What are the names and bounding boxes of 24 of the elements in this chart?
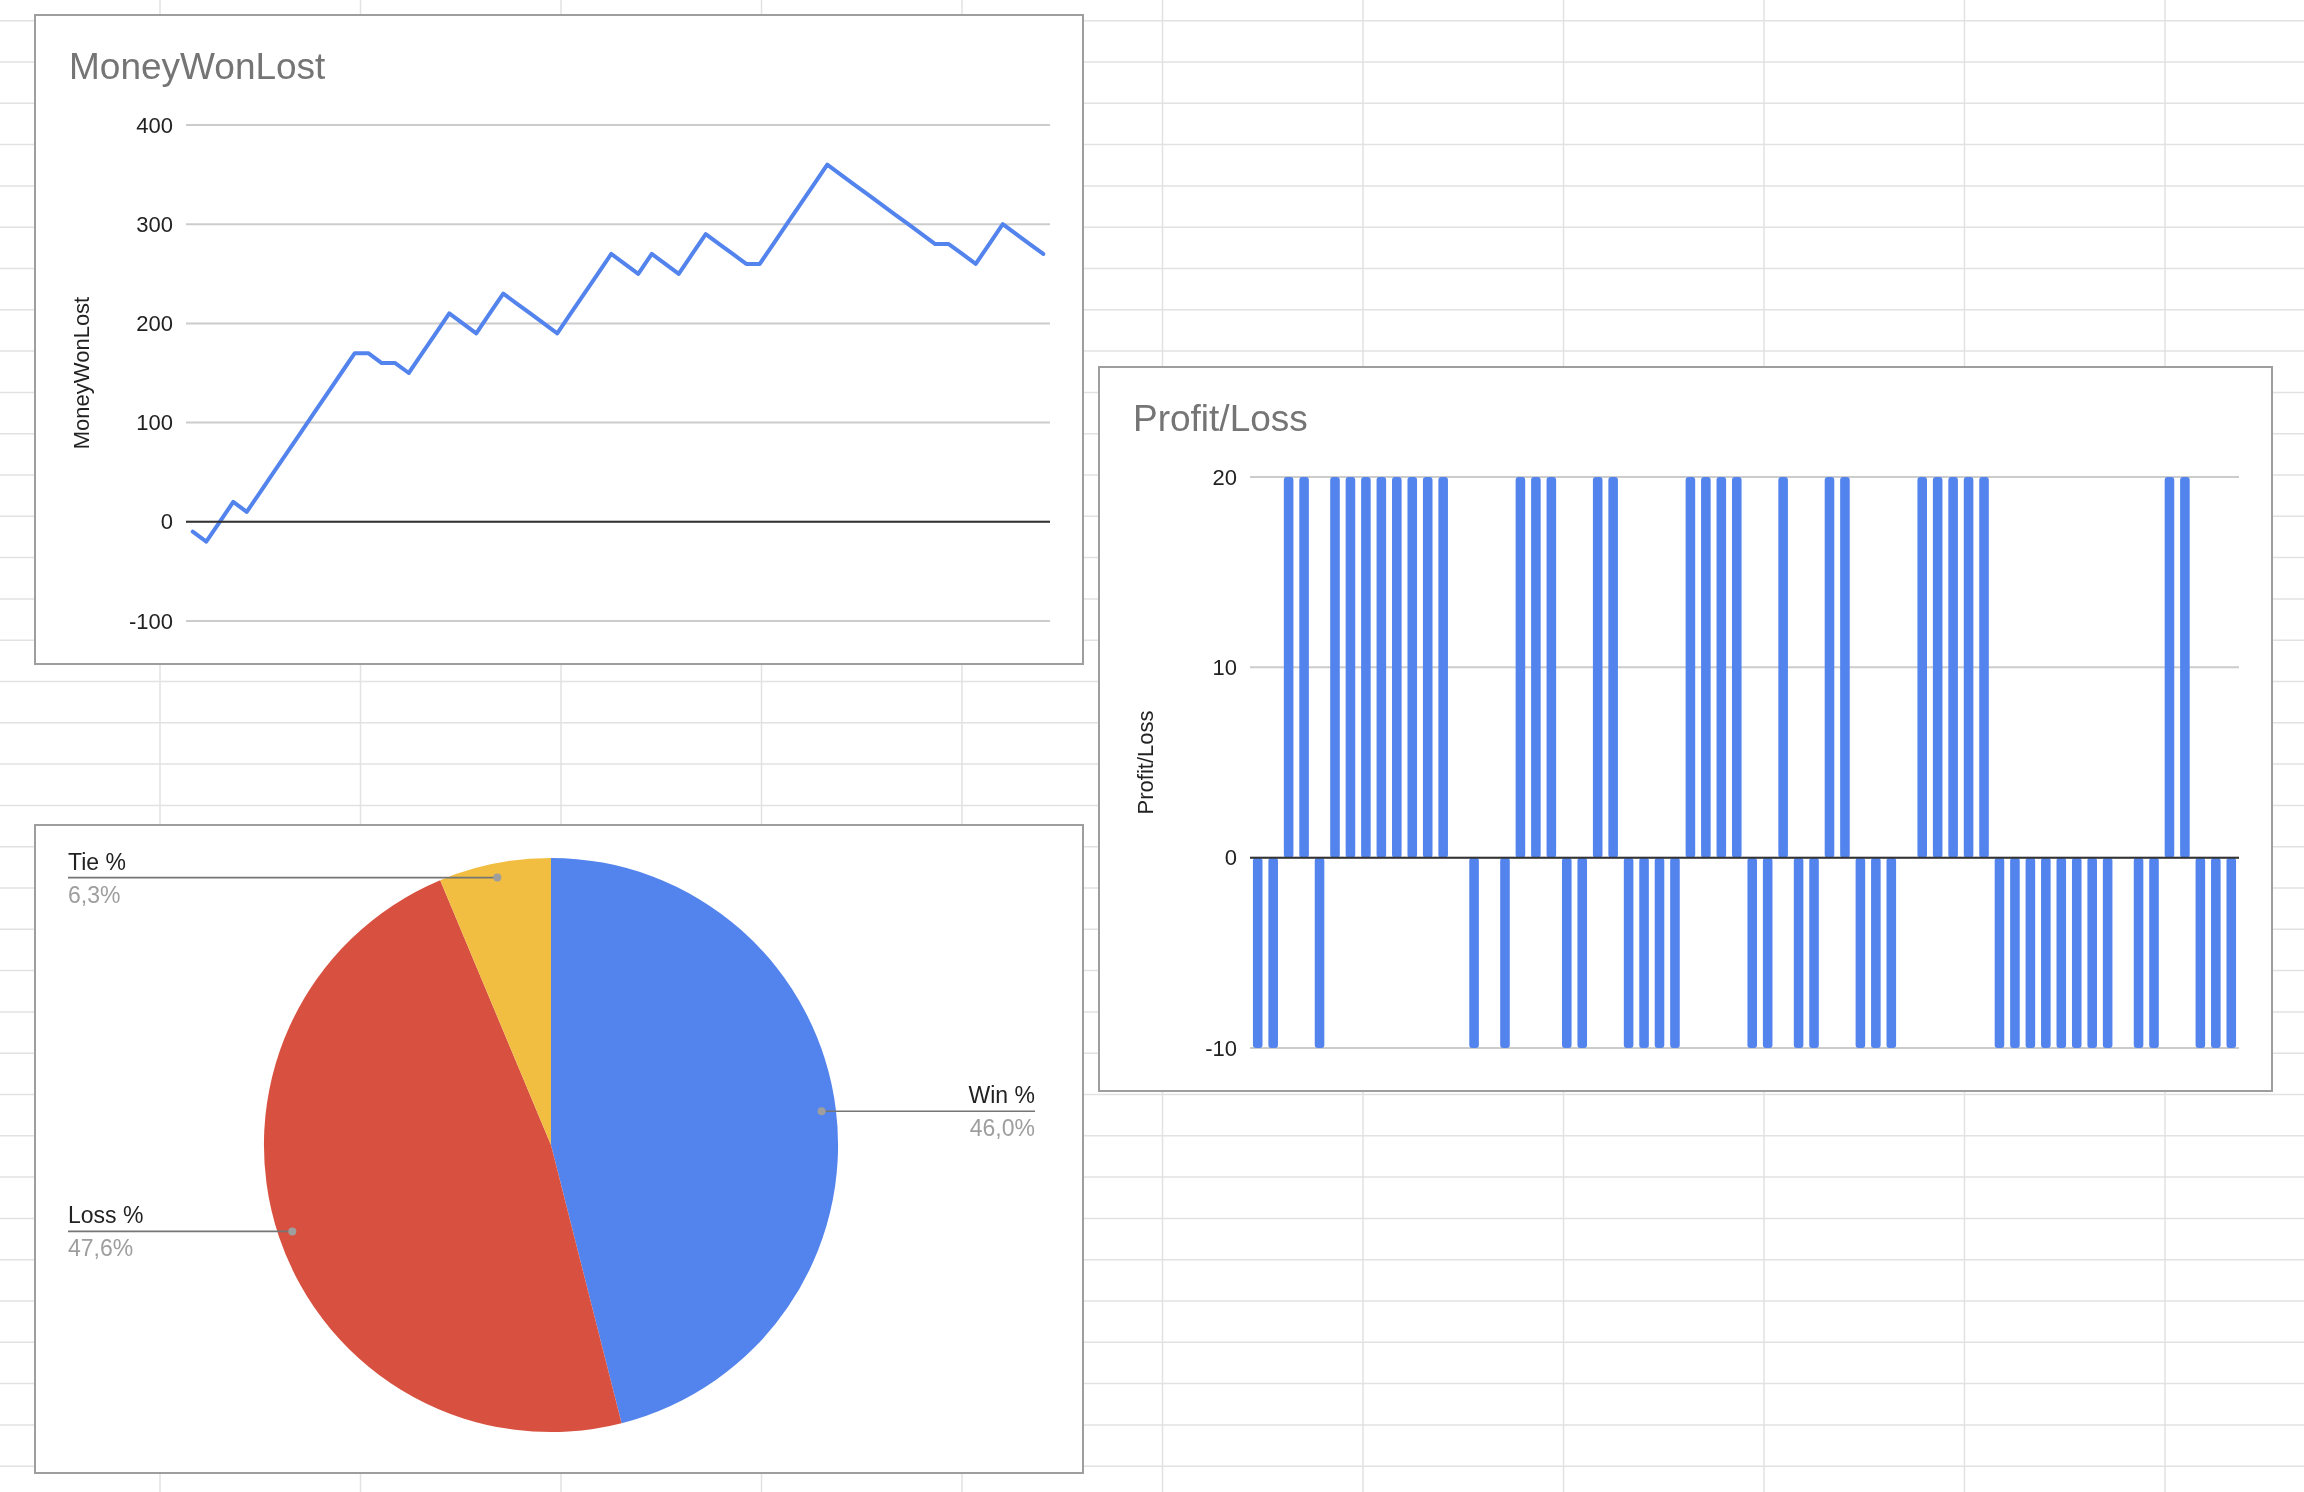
y-tick-label: 10 — [1212, 654, 1237, 680]
slice-label: Win % — [968, 1082, 1035, 1109]
y-axis-title: MoneyWonLost — [68, 296, 94, 450]
data-label: 6,3% — [68, 881, 121, 908]
pie-slice — [440, 857, 551, 1145]
pie-slice — [551, 857, 838, 1424]
y-tick-label: 0 — [1224, 845, 1237, 871]
y-tick-label: 100 — [136, 410, 173, 436]
y-axis-title: Profit/Loss — [1132, 710, 1158, 815]
slice-label: Tie % — [68, 848, 126, 875]
y-tick-label: 300 — [136, 211, 173, 237]
y-tick-label: -100 — [128, 608, 173, 634]
y-tick-label: 0 — [160, 509, 173, 535]
pie-slice — [264, 880, 622, 1433]
data-label: 46,0% — [969, 1115, 1035, 1142]
y-tick-label: 400 — [136, 112, 173, 138]
chart-title: Profit/Loss — [1133, 398, 1308, 439]
chart-title: MoneyWonLost — [69, 46, 327, 87]
slice-label: Loss % — [68, 1202, 144, 1229]
y-tick-label: 200 — [136, 310, 173, 336]
data-label: 47,6% — [68, 1235, 134, 1262]
y-tick-label: -10 — [1205, 1035, 1237, 1061]
y-tick-label: 20 — [1212, 464, 1237, 490]
line-series — [190, 162, 1046, 544]
